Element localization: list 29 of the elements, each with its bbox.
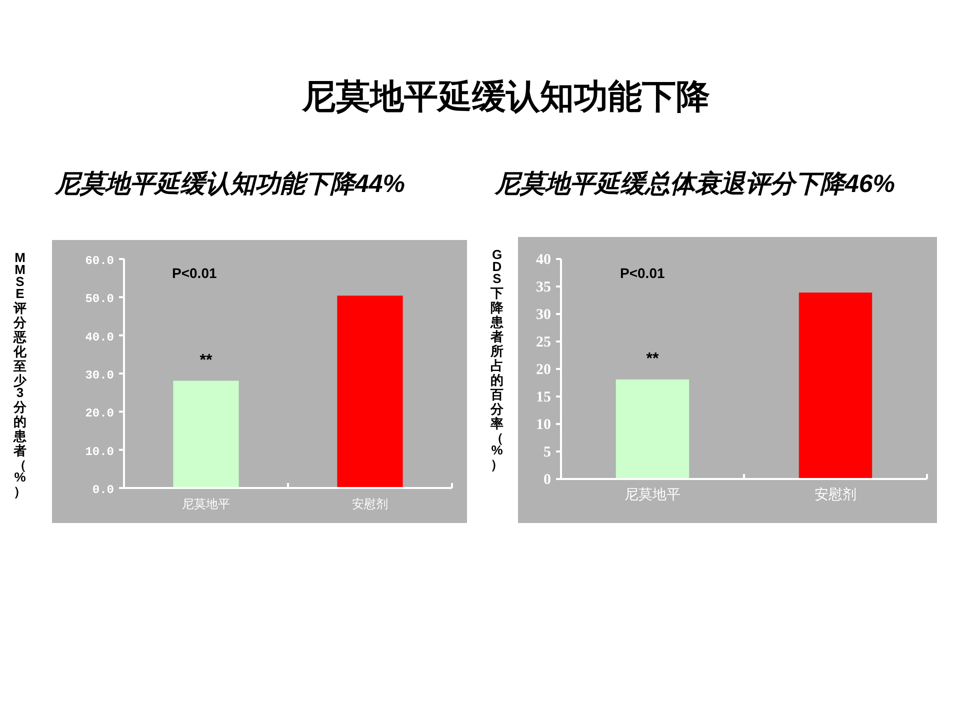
- x-tick-label: 尼莫地平: [624, 486, 680, 502]
- chart-title: 尼莫地平延缓认知功能下降44%: [54, 170, 406, 198]
- y-tick-label: 10.0: [85, 444, 114, 459]
- y-tick-label: 40.0: [85, 330, 114, 344]
- chart-title: 尼莫地平延缓总体衰退评分下降46%: [494, 170, 896, 198]
- annotation: P<0.01: [172, 265, 217, 281]
- y-tick-label: 5: [544, 444, 551, 460]
- x-tick-label: 尼莫地平: [182, 497, 230, 511]
- y-tick-label: 35: [536, 280, 551, 296]
- y-tick-label: 60.0: [85, 254, 114, 268]
- y-tick-label: 30.0: [85, 368, 114, 382]
- y-tick-label: 0.0: [92, 483, 114, 497]
- annotation: **: [200, 352, 213, 369]
- annotation: **: [646, 350, 660, 368]
- x-tick-label: 安慰剂: [352, 497, 388, 511]
- y-tick-label: 25: [536, 334, 551, 350]
- y-tick-label: 20.0: [85, 406, 114, 421]
- text: GDS下降患者所占的百分率（%）: [490, 247, 504, 472]
- y-tick-label: 20: [536, 362, 551, 378]
- text: 尼莫地平延缓认知功能下降: [301, 78, 710, 116]
- y-tick-label: 0: [544, 472, 551, 488]
- y-tick-label: 40: [536, 252, 551, 268]
- y-tick-label: 10: [536, 417, 551, 433]
- y-tick-label: 30: [536, 307, 551, 323]
- x-tick-label: 安慰剂: [814, 486, 856, 502]
- y-tick-label: 50.0: [85, 292, 114, 306]
- annotation: P<0.01: [620, 265, 665, 281]
- y-tick-label: 15: [536, 390, 551, 406]
- text: MMSE评分恶化至少3分的患者（%）: [14, 250, 26, 499]
